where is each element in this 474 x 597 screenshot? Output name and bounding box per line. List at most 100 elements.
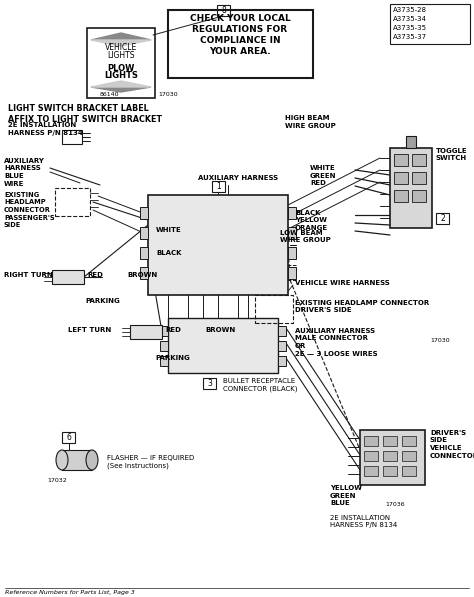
Bar (140, 227, 148, 239)
Bar (148, 195, 288, 295)
Bar (364, 436, 378, 446)
Text: 6: 6 (66, 433, 71, 442)
Bar (402, 466, 416, 476)
Bar (140, 207, 148, 219)
Text: FLASHER — IF REQUIRED
(See Instructions): FLASHER — IF REQUIRED (See Instructions) (107, 455, 194, 469)
Text: 17036: 17036 (385, 502, 405, 507)
Bar (160, 356, 168, 366)
Text: PLOW: PLOW (107, 64, 135, 73)
Bar (383, 451, 397, 461)
Bar (390, 148, 432, 228)
Text: 86140: 86140 (100, 92, 119, 97)
Bar (394, 154, 408, 166)
Bar (140, 267, 148, 279)
Text: RED: RED (165, 327, 181, 333)
Text: LIGHTS: LIGHTS (104, 71, 138, 80)
Text: EXISTING
HEADLAMP
CONNECTOR
PASSENGER'S
SIDE: EXISTING HEADLAMP CONNECTOR PASSENGER'S … (4, 192, 55, 228)
Bar (394, 190, 408, 202)
Bar (436, 213, 449, 224)
Bar (62, 130, 82, 144)
Bar (160, 326, 168, 336)
Bar (383, 466, 397, 476)
Bar (62, 450, 92, 470)
Text: PARKING: PARKING (85, 298, 120, 304)
Bar (288, 207, 296, 219)
Text: HIGH BEAM
WIRE GROUP: HIGH BEAM WIRE GROUP (285, 115, 336, 128)
Bar (402, 451, 416, 461)
Text: BROWN: BROWN (205, 327, 235, 333)
Bar (55, 188, 90, 216)
Bar (278, 341, 286, 351)
Bar (217, 5, 230, 16)
Bar (383, 436, 397, 446)
Text: AUXILIARY
HARNESS
BLUE
WIRE: AUXILIARY HARNESS BLUE WIRE (4, 158, 45, 186)
Bar (364, 466, 378, 476)
Text: A3735-37: A3735-37 (393, 34, 427, 40)
Text: A3735-34: A3735-34 (393, 16, 427, 22)
Text: RED: RED (87, 272, 103, 278)
Text: RIGHT TURN: RIGHT TURN (4, 272, 53, 278)
Bar (394, 172, 408, 184)
Text: LIGHT SWITCH BRACKET LABEL
AFFIX TO LIGHT SWITCH BRACKET: LIGHT SWITCH BRACKET LABEL AFFIX TO LIGH… (8, 104, 162, 124)
Text: LEFT TURN: LEFT TURN (68, 327, 111, 333)
Text: BROWN: BROWN (127, 272, 157, 278)
Text: BLACK: BLACK (156, 250, 182, 256)
Text: LOW BEAM
WIRE GROUP: LOW BEAM WIRE GROUP (280, 230, 331, 244)
Text: VEHICLE WIRE HARNESS: VEHICLE WIRE HARNESS (295, 280, 390, 286)
Ellipse shape (56, 450, 68, 470)
Bar (87, 28, 155, 98)
Bar (288, 247, 296, 259)
Bar (412, 154, 426, 166)
Text: YELLOW
GREEN
BLUE: YELLOW GREEN BLUE (330, 485, 362, 506)
Bar (278, 356, 286, 366)
Bar (288, 227, 296, 239)
Text: 2: 2 (440, 214, 445, 223)
Bar (390, 4, 470, 44)
Bar (278, 326, 286, 336)
Text: AUXILIARY HARNESS: AUXILIARY HARNESS (198, 175, 278, 181)
Text: BULLET RECEPTACLE
CONNECTOR (BLACK): BULLET RECEPTACLE CONNECTOR (BLACK) (223, 378, 298, 392)
Bar (255, 295, 293, 323)
Bar (212, 181, 225, 192)
Text: Reference Numbers for Parts List, Page 3: Reference Numbers for Parts List, Page 3 (5, 590, 135, 595)
Text: EXISTING HEADLAMP CONNECTOR
DRIVER'S SIDE: EXISTING HEADLAMP CONNECTOR DRIVER'S SID… (295, 300, 429, 313)
Polygon shape (91, 87, 151, 92)
Bar (168, 318, 278, 373)
Bar (402, 436, 416, 446)
Polygon shape (91, 40, 151, 46)
Bar (140, 247, 148, 259)
Text: PARKING: PARKING (155, 355, 190, 361)
Text: A3735-35: A3735-35 (393, 25, 427, 31)
Text: 3: 3 (207, 379, 212, 388)
Text: VEHICLE: VEHICLE (105, 43, 137, 52)
Text: WHITE: WHITE (156, 227, 182, 233)
Polygon shape (91, 81, 151, 87)
Bar (364, 451, 378, 461)
Text: 8: 8 (221, 6, 226, 15)
Text: TOGGLE
SWITCH: TOGGLE SWITCH (436, 148, 468, 162)
Text: 1: 1 (216, 182, 221, 191)
Bar (160, 341, 168, 351)
Bar (62, 432, 75, 443)
Text: WHITE
GREEN
RED: WHITE GREEN RED (310, 165, 337, 186)
Text: 2E INSTALLATION
HARNESS P/N 8134: 2E INSTALLATION HARNESS P/N 8134 (330, 515, 397, 528)
Bar (406, 136, 416, 148)
Bar (288, 267, 296, 279)
Text: LIGHTS: LIGHTS (107, 51, 135, 60)
Text: CHECK YOUR LOCAL
REGULATIONS FOR
COMPLIANCE IN
YOUR AREA.: CHECK YOUR LOCAL REGULATIONS FOR COMPLIA… (190, 14, 291, 56)
Text: 2E INSTALLATION
HARNESS P/N 8134: 2E INSTALLATION HARNESS P/N 8134 (8, 122, 83, 136)
Polygon shape (91, 33, 151, 40)
Bar (168, 10, 313, 78)
Text: 17032: 17032 (47, 478, 67, 483)
Bar (412, 190, 426, 202)
Bar (130, 325, 162, 339)
Bar (203, 378, 216, 389)
Bar (412, 172, 426, 184)
Text: 17030: 17030 (430, 338, 450, 343)
Bar (360, 430, 425, 485)
Ellipse shape (86, 450, 98, 470)
Text: 17030: 17030 (158, 92, 178, 97)
Text: A3735-28: A3735-28 (393, 7, 427, 13)
Text: AUXILIARY HARNESS
MALE CONNECTOR
OR
2E — 3 LOOSE WIRES: AUXILIARY HARNESS MALE CONNECTOR OR 2E —… (295, 328, 378, 356)
Bar (52, 270, 84, 284)
